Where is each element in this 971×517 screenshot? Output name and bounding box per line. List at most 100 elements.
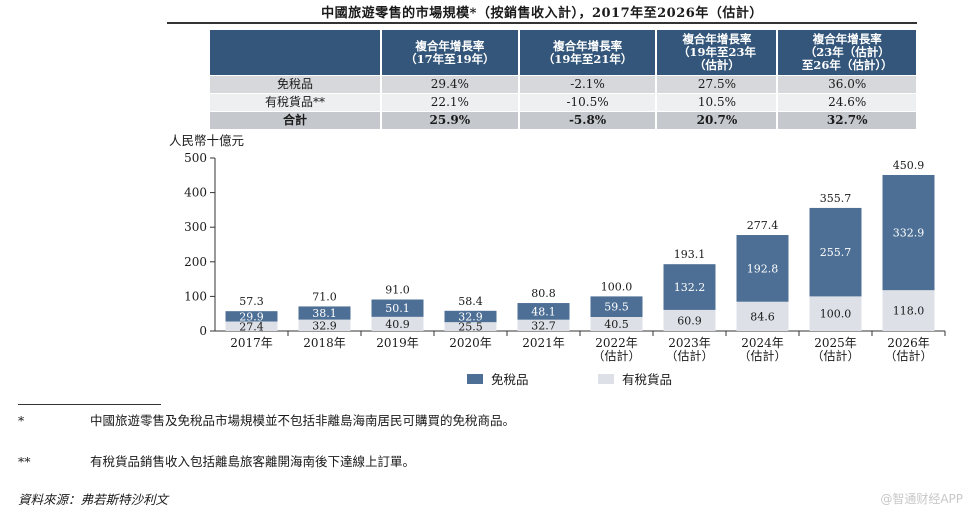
bar-segment-duty-paid bbox=[371, 316, 424, 331]
data-label-duty-free: 38.1 bbox=[312, 307, 337, 320]
data-label-duty-free: 29.9 bbox=[239, 310, 264, 323]
data-label-total: 57.3 bbox=[239, 295, 264, 308]
data-label-total: 100.0 bbox=[601, 280, 633, 293]
data-label-duty-free: 332.9 bbox=[893, 227, 925, 240]
legend-swatch-duty-paid bbox=[598, 373, 614, 384]
x-tick-label: 2019年 bbox=[376, 336, 419, 350]
cagr-cell: -10.5% bbox=[519, 94, 656, 111]
data-label-total: 277.4 bbox=[747, 219, 779, 232]
bar-segment-duty-free bbox=[371, 299, 424, 317]
data-label-duty-paid: 40.9 bbox=[385, 318, 410, 331]
footnote-rule bbox=[18, 404, 161, 405]
cagr-row-duty-paid: 有稅貨品** 22.1% -10.5% 10.5% 24.6% bbox=[210, 94, 916, 111]
data-label-duty-free: 50.1 bbox=[385, 302, 410, 315]
watermark: @智通财经APP bbox=[880, 492, 963, 506]
footnote-1: * 中國旅遊零售及免稅品市場規模並不包括非離島海南居民可購買的免稅商品。 bbox=[18, 410, 515, 429]
bar-segment-duty-paid bbox=[298, 319, 351, 331]
data-label-duty-paid: 100.0 bbox=[820, 308, 852, 321]
bar-segment-duty-paid bbox=[663, 309, 716, 331]
bar-segment-duty-free bbox=[444, 310, 497, 323]
cagr-cell: 10.5% bbox=[657, 94, 777, 111]
data-label-duty-paid: 60.9 bbox=[677, 314, 702, 327]
y-axis-unit-label: 人民幣十億元 bbox=[169, 133, 245, 148]
data-label-duty-free: 192.8 bbox=[747, 262, 779, 275]
bar-segment-duty-paid bbox=[882, 290, 935, 331]
data-label-duty-free: 48.1 bbox=[531, 305, 556, 318]
data-label-total: 193.1 bbox=[674, 248, 706, 261]
cagr-cell: -2.1% bbox=[519, 76, 656, 93]
cagr-header: 複合年增長率 （19年至21年） bbox=[519, 30, 656, 75]
x-tick-label: 2022年（估計） bbox=[592, 336, 640, 363]
bar-segment-duty-free bbox=[736, 235, 789, 302]
footnote-text: 中國旅遊零售及免稅品市場規模並不包括非離島海南居民可購買的免稅商品。 bbox=[90, 413, 516, 428]
bar-segment-duty-paid bbox=[225, 321, 278, 331]
footnote-2: ** 有稅貨品銷售收入包括離島旅客離開海南後下達線上訂單。 bbox=[18, 451, 415, 470]
data-label-total: 71.0 bbox=[312, 290, 337, 303]
y-tick-label: 100 bbox=[184, 289, 207, 303]
title-rule bbox=[167, 22, 917, 24]
footnote-text: 有稅貨品銷售收入包括離島旅客離開海南後下達線上訂單。 bbox=[90, 454, 416, 469]
cagr-cell: 32.7% bbox=[778, 112, 916, 129]
cagr-row-total: 合計 25.9% -5.8% 20.7% 32.7% bbox=[210, 112, 916, 129]
data-label-duty-paid: 118.0 bbox=[893, 305, 925, 318]
bar-segment-duty-free bbox=[298, 306, 351, 320]
bar-segment-duty-free bbox=[882, 174, 935, 291]
data-label-duty-free: 59.5 bbox=[604, 301, 629, 314]
data-label-total: 91.0 bbox=[385, 284, 410, 297]
x-tick-label: 2023年（估計） bbox=[665, 336, 713, 363]
cagr-table: 複合年增長率 （17年至19年） 複合年增長率 （19年至21年） 複合年增長率 （1… bbox=[208, 29, 918, 130]
cagr-cell: 29.4% bbox=[382, 76, 518, 93]
legend-swatch-duty-free bbox=[467, 373, 483, 384]
data-label-duty-free: 132.2 bbox=[674, 281, 706, 294]
bar-segment-duty-paid bbox=[517, 319, 570, 331]
bar-segment-duty-paid bbox=[809, 296, 862, 331]
x-tick-label: 2020年 bbox=[449, 336, 492, 350]
data-label-duty-free: 255.7 bbox=[820, 246, 852, 259]
chart-title: 中國旅遊零售的市場規模*（按銷售收入計），2017年至2026年（估計） bbox=[321, 6, 763, 21]
x-tick-label: 2017年 bbox=[230, 336, 273, 350]
data-label-total: 58.4 bbox=[458, 295, 483, 308]
bar-segment-duty-free bbox=[663, 264, 716, 310]
bar-segment-duty-paid bbox=[736, 301, 789, 331]
data-label-duty-paid: 25.5 bbox=[458, 321, 483, 334]
legend-item-duty-paid: 有稅貨品 bbox=[598, 369, 672, 388]
x-tick-label: 2018年 bbox=[303, 336, 346, 350]
cagr-cell: 24.6% bbox=[778, 94, 916, 111]
footnote-marker: * bbox=[18, 413, 25, 428]
bar-segment-duty-paid bbox=[590, 316, 643, 331]
data-label-total: 355.7 bbox=[820, 192, 852, 205]
data-label-total: 450.9 bbox=[893, 159, 925, 172]
data-label-duty-paid: 32.7 bbox=[531, 319, 556, 332]
bar-segment-duty-free bbox=[590, 296, 643, 317]
cagr-row-label: 合計 bbox=[210, 112, 380, 129]
bar-segment-duty-free bbox=[225, 311, 278, 322]
cagr-cell: 20.7% bbox=[657, 112, 777, 129]
cagr-header: 複合年增長率 （19年至23年 （估計） bbox=[657, 30, 777, 75]
data-label-total: 80.8 bbox=[531, 287, 556, 300]
legend-label: 免稅品 bbox=[491, 372, 529, 387]
cagr-header: 複合年增長率 （17年至19年） bbox=[382, 30, 518, 75]
y-tick-label: 0 bbox=[199, 324, 207, 338]
x-tick-label: 2026年（估計） bbox=[884, 336, 932, 363]
cagr-header-blank bbox=[210, 30, 380, 75]
y-tick-label: 300 bbox=[184, 220, 207, 234]
cagr-row-label: 有稅貨品** bbox=[210, 94, 380, 111]
x-tick-label: 2021年 bbox=[522, 336, 565, 350]
cagr-header-row: 複合年增長率 （17年至19年） 複合年增長率 （19年至21年） 複合年增長率 （1… bbox=[210, 30, 916, 75]
data-label-duty-paid: 84.6 bbox=[750, 310, 775, 323]
y-tick-label: 500 bbox=[184, 151, 207, 165]
data-label-duty-free: 32.9 bbox=[458, 310, 483, 323]
cagr-cell: 22.1% bbox=[382, 94, 518, 111]
footnote-marker: ** bbox=[18, 454, 31, 469]
legend-label: 有稅貨品 bbox=[622, 372, 673, 387]
data-label-duty-paid: 32.9 bbox=[312, 319, 337, 332]
cagr-cell: 25.9% bbox=[382, 112, 518, 129]
cagr-cell: 27.5% bbox=[657, 76, 777, 93]
cagr-row-label: 免稅品 bbox=[210, 76, 380, 93]
cagr-cell: 36.0% bbox=[778, 76, 916, 93]
bar-segment-duty-paid bbox=[444, 322, 497, 331]
bar-segment-duty-free bbox=[517, 303, 570, 320]
bar-segment-duty-free bbox=[809, 207, 862, 297]
data-label-duty-paid: 27.4 bbox=[239, 320, 264, 333]
